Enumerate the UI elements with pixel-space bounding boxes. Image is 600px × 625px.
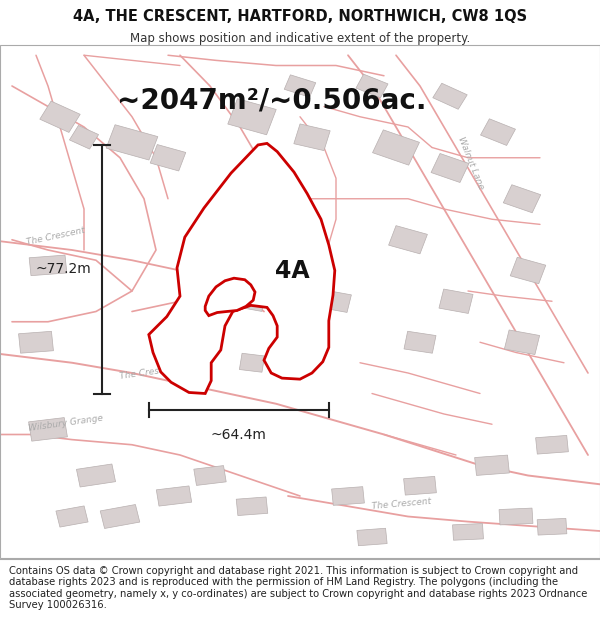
Text: The Crescent: The Crescent	[371, 498, 431, 511]
Bar	[100, 504, 140, 529]
Text: Walnut Lane: Walnut Lane	[456, 135, 485, 190]
Bar	[431, 154, 469, 182]
Bar	[433, 83, 467, 109]
Bar	[536, 436, 568, 454]
Bar	[194, 466, 226, 486]
Bar	[537, 518, 567, 535]
Text: ~77.2m: ~77.2m	[35, 262, 91, 276]
Polygon shape	[149, 143, 335, 394]
Bar	[452, 524, 484, 540]
Bar	[223, 238, 257, 262]
Bar	[40, 101, 80, 132]
Bar	[505, 330, 539, 354]
Bar	[29, 418, 67, 441]
Text: 4A: 4A	[275, 259, 310, 282]
Bar	[76, 464, 116, 487]
Bar	[29, 255, 67, 276]
Bar	[56, 506, 88, 527]
Bar	[510, 258, 546, 284]
Bar	[404, 476, 436, 495]
Bar	[157, 486, 191, 506]
Bar	[284, 75, 316, 97]
Bar	[499, 508, 533, 525]
Bar	[70, 126, 98, 149]
Bar	[357, 528, 387, 546]
Bar	[239, 353, 265, 372]
Bar	[373, 130, 419, 165]
Text: 4A, THE CRESCENT, HARTFORD, NORTHWICH, CW8 1QS: 4A, THE CRESCENT, HARTFORD, NORTHWICH, C…	[73, 9, 527, 24]
Text: ~64.4m: ~64.4m	[211, 428, 267, 442]
Bar	[332, 487, 364, 506]
Bar	[481, 119, 515, 146]
Bar	[475, 455, 509, 476]
Bar	[439, 289, 473, 314]
Bar	[320, 290, 352, 312]
Text: Contains OS data © Crown copyright and database right 2021. This information is : Contains OS data © Crown copyright and d…	[9, 566, 587, 611]
Bar	[238, 291, 266, 311]
Bar	[150, 144, 186, 171]
Bar	[294, 124, 330, 151]
Text: The Crescent: The Crescent	[119, 364, 179, 381]
Bar	[236, 497, 268, 516]
Text: Map shows position and indicative extent of the property.: Map shows position and indicative extent…	[130, 32, 470, 46]
Polygon shape	[205, 278, 255, 316]
Text: Wilsbury Grange: Wilsbury Grange	[28, 414, 103, 434]
Bar	[19, 331, 53, 353]
Bar	[404, 331, 436, 353]
Bar	[389, 226, 427, 254]
Bar	[356, 74, 388, 98]
Text: ~2047m²/~0.506ac.: ~2047m²/~0.506ac.	[117, 86, 427, 114]
Bar	[228, 99, 276, 135]
Text: The Crescent: The Crescent	[25, 226, 85, 248]
Bar	[503, 185, 541, 213]
Bar	[106, 125, 158, 160]
